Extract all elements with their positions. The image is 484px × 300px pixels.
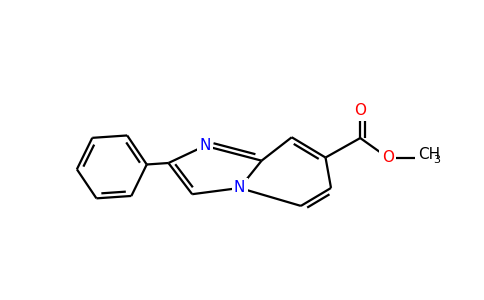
- Text: O: O: [354, 103, 366, 118]
- Text: N: N: [234, 181, 245, 196]
- Text: N: N: [199, 138, 211, 153]
- Text: O: O: [382, 150, 393, 165]
- Text: 3: 3: [433, 155, 440, 165]
- Text: CH: CH: [418, 147, 440, 162]
